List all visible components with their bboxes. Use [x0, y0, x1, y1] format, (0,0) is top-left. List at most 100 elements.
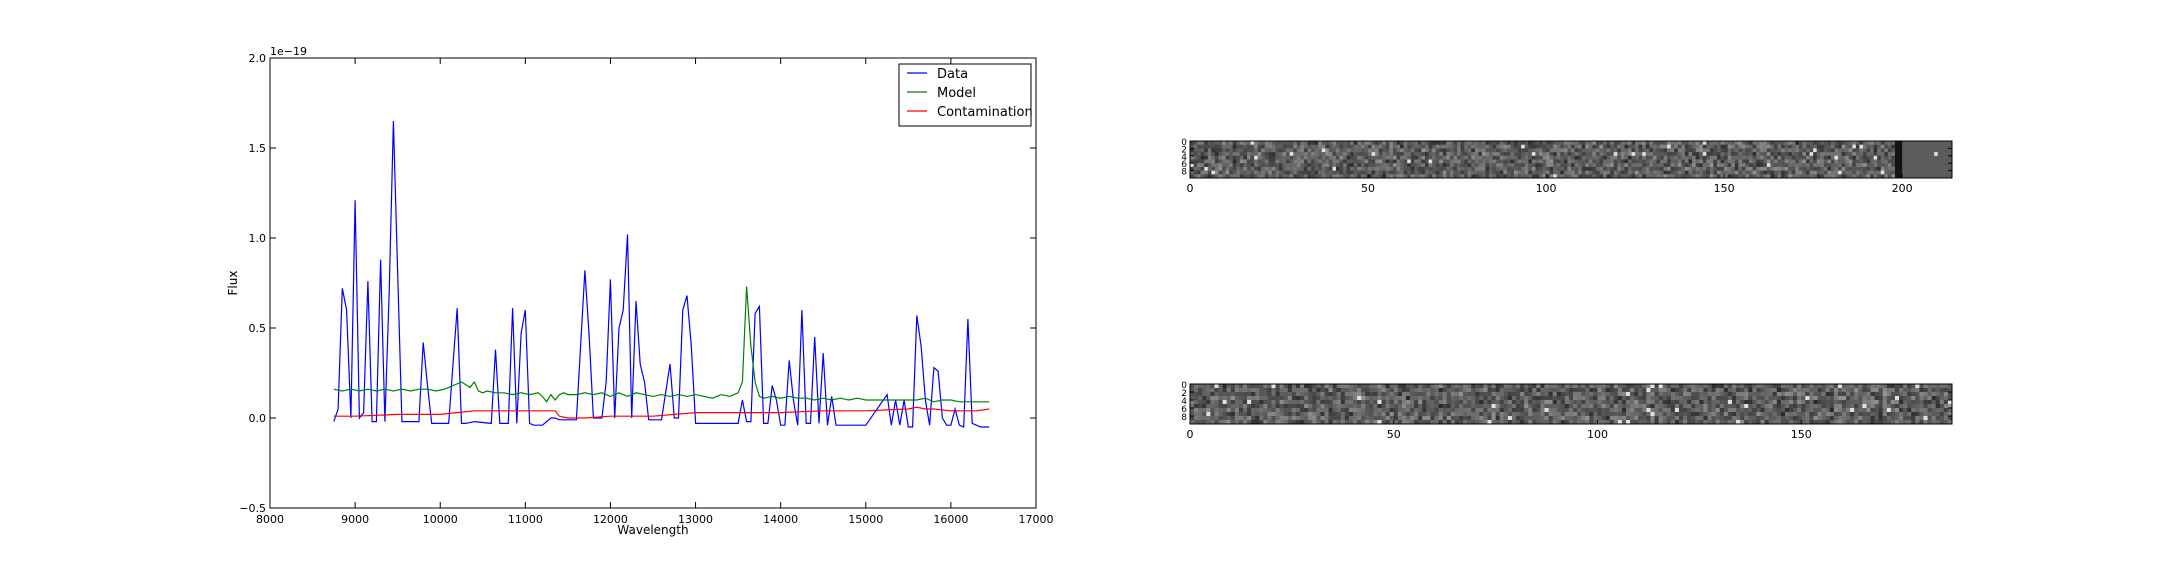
image-pixel: [1635, 170, 1640, 175]
image-pixel: [1425, 141, 1429, 146]
image-pixel: [1385, 400, 1391, 405]
image-pixel: [1756, 412, 1761, 417]
image-pixel: [1731, 166, 1736, 171]
image-pixel: [1481, 170, 1486, 175]
image-pixel: [1850, 420, 1855, 425]
image-pixel: [1941, 170, 1946, 175]
image-pixel: [1425, 144, 1429, 149]
image-pixel: [1339, 163, 1344, 168]
image-pixel: [1426, 392, 1431, 397]
image-pixel: [1279, 155, 1283, 160]
image-pixel: [1630, 392, 1635, 397]
image-pixel: [1912, 170, 1917, 175]
image-pixel: [1688, 170, 1693, 175]
image-pixel: [1507, 400, 1513, 405]
image-pixel: [1719, 404, 1725, 409]
image-pixel: [1585, 388, 1590, 393]
image-pixel: [1300, 396, 1305, 401]
image-pixel: [1878, 412, 1884, 417]
image-pixel: [1606, 144, 1611, 149]
image-pixel: [1510, 155, 1515, 160]
image-pixel: [1308, 392, 1313, 397]
image-pixel: [1479, 416, 1484, 421]
image-pixel: [1197, 159, 1202, 164]
image-pixel: [1764, 388, 1770, 393]
image-pixel: [1699, 170, 1704, 175]
image-pixel: [1567, 141, 1572, 146]
image-pixel: [1724, 144, 1729, 149]
image-pixel: [1303, 155, 1308, 160]
image-pixel: [1339, 159, 1344, 164]
image-pixel: [1638, 148, 1643, 153]
image-pixel: [1626, 396, 1631, 401]
image-pixel: [1417, 155, 1422, 160]
image-pixel: [1688, 163, 1693, 168]
image-pixel: [1457, 144, 1462, 149]
image-pixel: [1738, 163, 1743, 168]
image-pixel: [1226, 400, 1232, 405]
legend-box: [898, 63, 1032, 127]
image-pixel: [1296, 152, 1301, 157]
image-pixel: [1859, 144, 1864, 149]
image-pixel: [1352, 392, 1358, 397]
image-pixel: [1744, 388, 1749, 393]
image-pixel: [1236, 141, 1241, 146]
image-pixel: [1467, 416, 1472, 421]
image-pixel: [1687, 408, 1692, 413]
image-pixel: [1923, 159, 1928, 164]
image-pixel: [1702, 174, 1707, 179]
image-pixel: [1403, 141, 1408, 146]
image-pixel: [1731, 148, 1736, 153]
image-pixel: [1656, 148, 1661, 153]
image-pixel: [1307, 170, 1312, 175]
image-pixel: [1222, 155, 1227, 160]
image-pixel: [1606, 152, 1611, 157]
image-pixel: [1275, 408, 1281, 413]
image-pixel: [1649, 174, 1654, 179]
image-pixel: [1635, 148, 1640, 153]
image-pixel: [1467, 388, 1472, 393]
image-pixel: [1375, 163, 1380, 168]
image-pixel: [1663, 141, 1668, 146]
image-pixel: [1588, 155, 1593, 160]
image-pixel: [1772, 396, 1778, 401]
image-pixel: [1670, 170, 1675, 175]
image-pixel: [1626, 404, 1631, 409]
image-pixel: [1422, 384, 1427, 389]
image-pixel: [1369, 384, 1374, 389]
image-pixel: [1703, 392, 1708, 397]
image-pixel: [1801, 396, 1806, 401]
image-pixel: [1414, 144, 1419, 149]
image-pixel: [1638, 159, 1643, 164]
image-pixel: [1232, 166, 1237, 171]
image-pixel: [1506, 170, 1511, 175]
image-pixel: [1350, 163, 1355, 168]
image-pixel: [1353, 166, 1358, 171]
image-pixel: [1218, 148, 1223, 153]
image-pixel: [1450, 388, 1456, 393]
image-pixel: [1821, 416, 1827, 421]
image-pixel: [1414, 416, 1419, 421]
image-pixel: [1821, 384, 1827, 389]
image-pixel: [1866, 144, 1871, 149]
image-pixel: [1595, 170, 1600, 175]
image-pixel: [1563, 174, 1568, 179]
image-pixel: [1350, 148, 1355, 153]
image-y-tick-label: 4: [1181, 397, 1187, 407]
image-pixel: [1777, 148, 1782, 153]
image-pixel: [1417, 163, 1422, 168]
image-pixel: [1609, 392, 1615, 397]
image-pixel: [1907, 420, 1912, 425]
image-pixel: [1567, 166, 1572, 171]
image-pixel: [1610, 166, 1615, 171]
image-pixel: [1457, 148, 1462, 153]
image-pixel: [1375, 141, 1380, 146]
image-pixel: [1312, 412, 1317, 417]
image-pixel: [1923, 141, 1928, 146]
image-pixel: [1744, 408, 1749, 413]
image-pixel: [1295, 400, 1301, 405]
image-pixel: [1736, 408, 1741, 413]
image-pixel: [1382, 155, 1387, 160]
image-pixel: [1434, 396, 1439, 401]
image-pixel: [1200, 148, 1205, 153]
